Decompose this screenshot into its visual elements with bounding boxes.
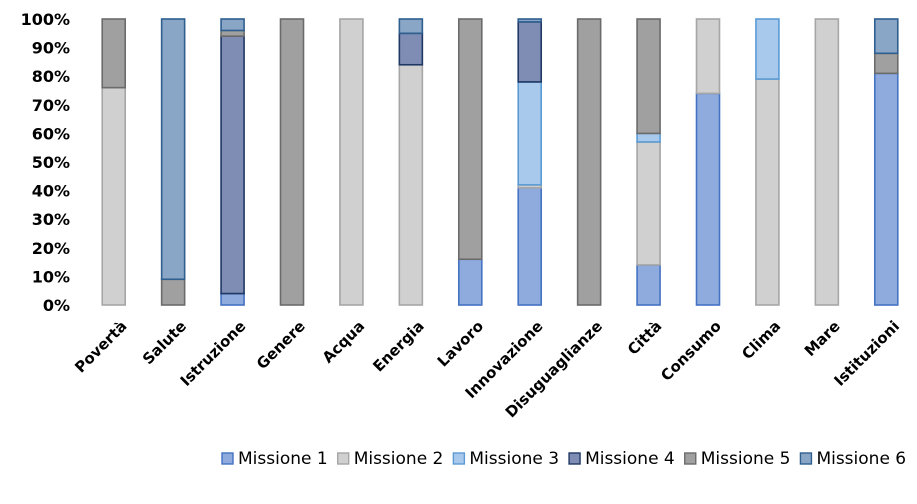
bar-segment xyxy=(695,92,721,306)
bar-segment xyxy=(220,292,245,306)
bar-segment xyxy=(636,132,661,143)
bar-segment xyxy=(101,86,127,306)
y-tick-label: 0% xyxy=(43,296,70,315)
bar-segment xyxy=(755,78,780,306)
bar-segment xyxy=(398,32,424,66)
bar-segment xyxy=(160,18,186,281)
legend-label: Missione 3 xyxy=(469,449,559,469)
y-tick-label: 100% xyxy=(21,10,70,29)
y-tick-label: 40% xyxy=(32,182,70,201)
x-tick-label: Energia xyxy=(369,317,427,375)
bar-segment xyxy=(695,18,721,95)
plot-area xyxy=(101,18,899,306)
bar-segment xyxy=(220,18,245,32)
legend-label: Missione 6 xyxy=(816,449,906,469)
y-tick-label: 30% xyxy=(32,210,70,229)
x-tick-label: Acqua xyxy=(319,317,369,367)
legend-swatch xyxy=(221,452,234,465)
bar-segment xyxy=(398,63,424,306)
legend-swatch xyxy=(799,452,813,465)
bar-segment xyxy=(636,141,661,266)
x-tick-label: Clima xyxy=(738,317,784,363)
legend-swatch xyxy=(684,452,697,465)
legend-label: Missione 2 xyxy=(354,449,444,469)
y-tick-label: 80% xyxy=(32,67,70,86)
bar-segment xyxy=(873,52,899,75)
y-tick-label: 60% xyxy=(32,124,70,143)
y-axis: 0% 10% 20% 30% 40% 50% 60% 70% 80% 90% 100% xyxy=(21,10,70,315)
x-tick-label: Lavoro xyxy=(434,317,487,370)
x-tick-label: Consumo xyxy=(657,317,725,385)
legend: Missione 1 Missione 2 Missione 3 Missione 4… xyxy=(221,449,906,469)
bar-segment xyxy=(636,264,661,306)
y-tick-label: 20% xyxy=(32,239,70,258)
bar-segment xyxy=(279,18,305,306)
legend-label: Missione 5 xyxy=(701,449,791,469)
x-tick-label: Mare xyxy=(801,317,844,360)
y-tick-label: 90% xyxy=(32,39,70,58)
y-tick-label: 10% xyxy=(32,267,70,286)
bar-segment xyxy=(220,35,245,295)
bar-segment xyxy=(339,18,364,306)
bar-segment xyxy=(517,18,543,23)
bar-segment xyxy=(517,81,543,186)
bar-segment xyxy=(457,18,483,261)
y-tick-label: 50% xyxy=(32,153,70,172)
y-tick-label: 70% xyxy=(32,96,70,115)
bar-segment xyxy=(873,72,899,306)
bar-segment xyxy=(517,186,543,306)
bar-segment xyxy=(398,18,424,35)
legend-label: Missione 4 xyxy=(585,449,675,469)
legend-label: Missione 1 xyxy=(238,449,328,469)
x-tick-label: Povertà xyxy=(71,317,130,376)
bar-segment xyxy=(457,258,483,306)
bar-segment xyxy=(101,18,127,89)
legend-swatch xyxy=(336,452,350,465)
bar-segment xyxy=(160,278,186,306)
bar-segment xyxy=(517,21,543,83)
x-tick-label: Città xyxy=(624,317,665,358)
x-tick-label: Salute xyxy=(139,317,190,368)
bar-segment xyxy=(755,18,780,80)
bar-segment xyxy=(873,18,899,55)
x-tick-label: Genere xyxy=(253,317,309,373)
bar-segment xyxy=(220,29,245,37)
bar-segment xyxy=(576,18,602,306)
legend-swatch xyxy=(568,452,581,465)
bar-segment xyxy=(636,18,661,135)
bar-segment xyxy=(814,18,840,306)
legend-swatch xyxy=(452,452,466,465)
